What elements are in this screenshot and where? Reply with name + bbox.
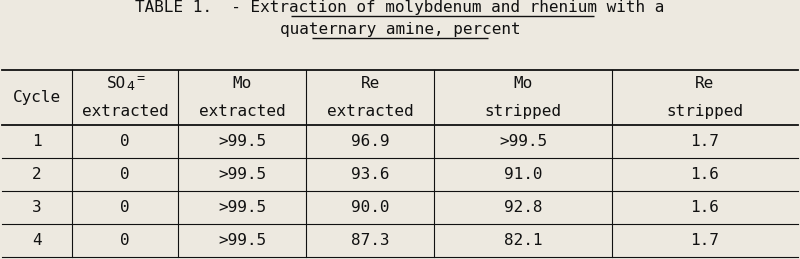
Text: >99.5: >99.5	[218, 167, 266, 182]
Text: Mo: Mo	[232, 76, 252, 91]
Text: 87.3: 87.3	[350, 233, 390, 248]
Text: 93.6: 93.6	[350, 167, 390, 182]
Text: >99.5: >99.5	[218, 233, 266, 248]
Text: >99.5: >99.5	[218, 200, 266, 215]
Text: 1.6: 1.6	[690, 167, 719, 182]
Text: 4: 4	[32, 233, 42, 248]
Text: extracted: extracted	[326, 104, 414, 119]
Text: 1.6: 1.6	[690, 200, 719, 215]
Text: stripped: stripped	[485, 104, 562, 119]
Text: >99.5: >99.5	[218, 134, 266, 149]
Text: 96.9: 96.9	[350, 134, 390, 149]
Text: 0: 0	[120, 134, 130, 149]
Text: =: =	[136, 72, 144, 85]
Text: extracted: extracted	[82, 104, 168, 119]
Text: >99.5: >99.5	[499, 134, 547, 149]
Text: 0: 0	[120, 167, 130, 182]
Text: Re: Re	[695, 76, 714, 91]
Text: 0: 0	[120, 200, 130, 215]
Text: 1.7: 1.7	[690, 233, 719, 248]
Text: 4: 4	[126, 80, 134, 93]
Text: Re: Re	[360, 76, 380, 91]
Text: 92.8: 92.8	[504, 200, 542, 215]
Text: 90.0: 90.0	[350, 200, 390, 215]
Text: Mo: Mo	[514, 76, 533, 91]
Text: quaternary amine, percent: quaternary amine, percent	[280, 22, 520, 37]
Text: 0: 0	[120, 233, 130, 248]
Text: 1: 1	[32, 134, 42, 149]
Text: SO: SO	[107, 76, 126, 91]
Text: 1.7: 1.7	[690, 134, 719, 149]
Text: TABLE 1.  - Extraction of molybdenum and rhenium with a: TABLE 1. - Extraction of molybdenum and …	[135, 0, 665, 15]
Text: extracted: extracted	[198, 104, 286, 119]
Text: Cycle: Cycle	[13, 90, 61, 105]
Text: 91.0: 91.0	[504, 167, 542, 182]
Text: stripped: stripped	[666, 104, 743, 119]
Text: 82.1: 82.1	[504, 233, 542, 248]
Text: 2: 2	[32, 167, 42, 182]
Text: 3: 3	[32, 200, 42, 215]
